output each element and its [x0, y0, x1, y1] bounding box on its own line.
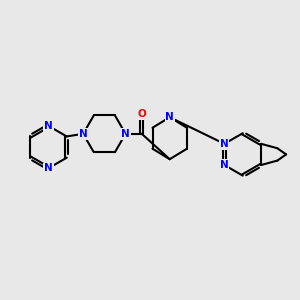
Text: O: O [137, 110, 146, 119]
Text: N: N [220, 160, 229, 170]
Text: N: N [79, 129, 88, 139]
Text: N: N [44, 121, 53, 131]
Text: N: N [165, 112, 174, 122]
Text: N: N [121, 129, 130, 139]
Text: N: N [44, 163, 53, 173]
Text: N: N [220, 139, 229, 149]
